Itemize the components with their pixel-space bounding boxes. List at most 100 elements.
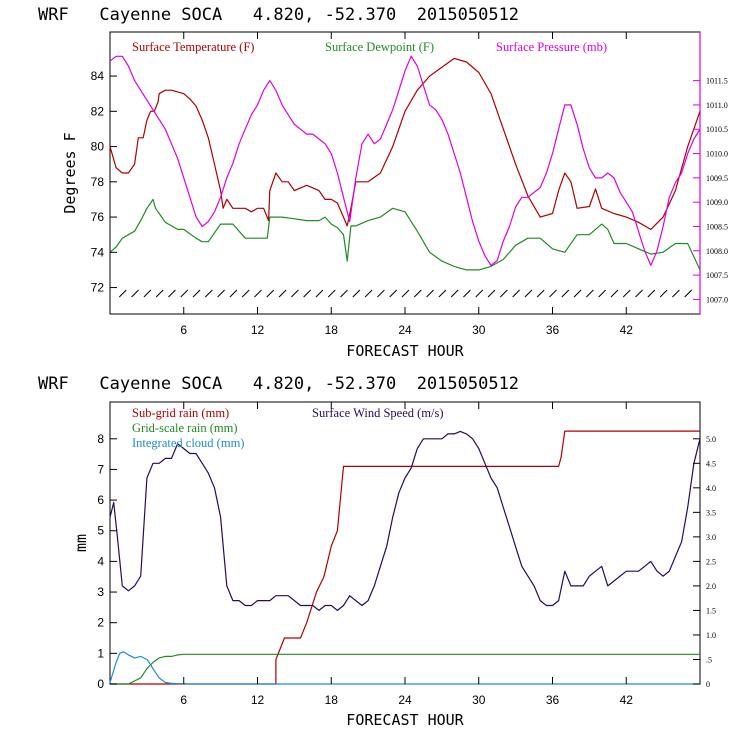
- wind-barb: [303, 289, 312, 298]
- top-y2-tick-label: 1007.0: [706, 295, 728, 304]
- wind-barb: [315, 289, 324, 298]
- top-y2-tick-label: 1010.0: [706, 150, 728, 159]
- wind-barb: [118, 289, 127, 298]
- surface-pressure-line: [109, 55, 701, 266]
- bottom-y2-tick-label: 2.5: [706, 557, 716, 566]
- bottom-y-tick-label: 1: [97, 646, 104, 660]
- wind-barb: [622, 289, 631, 298]
- wind-barb: [487, 289, 496, 298]
- wind-barb: [659, 289, 668, 298]
- wind-barb: [278, 289, 287, 298]
- wind-barb: [647, 289, 656, 298]
- wind-barb: [549, 289, 557, 298]
- top-chart-x-axis-label: FORECAST HOUR: [346, 342, 464, 360]
- surface-temperature-line: [109, 57, 701, 230]
- bottom-y2-tick-label: 4.5: [706, 459, 716, 468]
- wind-barb: [168, 289, 176, 298]
- bottom-y2-tick-label: 1.0: [706, 631, 716, 640]
- bottom-y2-tick-label: 3.0: [706, 533, 716, 542]
- top-x-tick-label: 24: [398, 323, 412, 337]
- bottom-y-tick-label: 2: [97, 616, 104, 630]
- wind-barb: [340, 289, 348, 298]
- bottom-chart-ticks-group: 6 12 18 24 30 36 420123456780.51.01.52.02.53.0…: [97, 402, 716, 707]
- top-y2-tick-label: 1008.0: [706, 247, 728, 256]
- surface-dewpoint-line: [109, 198, 701, 271]
- wind-barb: [155, 289, 164, 298]
- legend-gridscale-rain: Grid-scale rain (mm): [132, 421, 238, 435]
- bottom-y-tick-label: 8: [97, 432, 104, 446]
- wind-barb: [266, 289, 275, 298]
- wind-barb: [586, 289, 594, 298]
- wind-barb: [291, 289, 299, 298]
- bottom-x-tick-label: 6: [180, 693, 187, 707]
- bottom-y2-tick-label: 2.0: [706, 582, 716, 591]
- wind-barb: [327, 289, 336, 298]
- wind-barb: [217, 289, 225, 298]
- bottom-y-tick-label: 5: [97, 524, 104, 538]
- bottom-y-tick-label: 3: [97, 585, 104, 599]
- wind-barb: [524, 289, 533, 298]
- bottom-x-tick-label: 30: [472, 693, 486, 707]
- wind-barb: [389, 289, 398, 298]
- top-y-tick-label: 84: [91, 69, 105, 83]
- wind-barb: [438, 289, 447, 298]
- wind-barb: [204, 289, 213, 298]
- top-x-tick-label: 42: [620, 323, 634, 337]
- top-y2-tick-label: 1008.5: [706, 222, 728, 231]
- top-y-tick-label: 80: [91, 140, 105, 154]
- wind-barbs-group: [118, 289, 693, 298]
- top-y-tick-label: 78: [91, 175, 105, 189]
- top-y-tick-label: 82: [91, 104, 105, 118]
- bottom-y-tick-label: 6: [97, 493, 104, 507]
- sub-grid-rain-line: [110, 430, 700, 685]
- bottom-y2-tick-label: 4.0: [706, 484, 716, 493]
- bottom-y2-tick-label: 5.0: [706, 435, 716, 444]
- wind-barb: [143, 289, 152, 298]
- legend-surface-wind-speed: Surface Wind Speed (m/s): [312, 406, 444, 420]
- bottom-y-tick-label: 7: [97, 462, 104, 476]
- wind-barb: [401, 289, 410, 298]
- top-y-tick-label: 72: [91, 281, 105, 295]
- wind-barb: [426, 289, 434, 298]
- bottom-chart-x-axis-label: FORECAST HOUR: [346, 711, 464, 729]
- wind-barb: [413, 289, 422, 298]
- grid-scale-rain-line: [110, 653, 700, 685]
- surface-wind-speed-line: [109, 430, 701, 611]
- wind-barb: [229, 289, 238, 298]
- bottom-chart-series-group: [109, 430, 701, 685]
- bottom-y2-tick-label: 1.5: [706, 606, 716, 615]
- top-x-tick-label: 12: [251, 323, 265, 337]
- top-y-tick-label: 76: [91, 210, 105, 224]
- wind-barb: [192, 289, 201, 298]
- bottom-x-tick-label: 12: [251, 693, 265, 707]
- top-y2-tick-label: 1007.5: [706, 271, 728, 280]
- top-x-tick-label: 18: [325, 323, 339, 337]
- bottom-chart-title: WRF Cayenne SOCA 4.820, -52.370 20150505…: [38, 374, 519, 394]
- bottom-y2-tick-label: .5: [706, 655, 712, 664]
- bottom-x-tick-label: 24: [398, 693, 412, 707]
- legend-surface-dewpoint: Surface Dewpoint (F): [325, 40, 434, 54]
- top-x-tick-label: 6: [180, 323, 187, 337]
- wind-barb: [561, 289, 570, 298]
- wind-barb: [364, 289, 373, 298]
- top-chart-series-group: [109, 55, 701, 271]
- legend-integrated-cloud: Integrated cloud (mm): [132, 436, 244, 450]
- wind-barb: [499, 289, 508, 298]
- top-x-tick-label: 36: [546, 323, 560, 337]
- wind-barb: [475, 289, 484, 298]
- bottom-y2-tick-label: 3.5: [706, 508, 716, 517]
- top-x-tick-label: 30: [472, 323, 486, 337]
- wind-barb: [536, 289, 545, 298]
- bottom-x-tick-label: 42: [620, 693, 634, 707]
- wind-barb: [450, 289, 459, 298]
- wind-barb: [512, 289, 520, 298]
- legend-subgrid-rain: Sub-grid rain (mm): [132, 406, 229, 420]
- wind-barb: [573, 289, 582, 298]
- top-chart-ticks-group: 6 12 18 24 30 36 42 72 74 76 78 80 82 84 1007.0 1007.5 1…: [91, 32, 728, 337]
- top-chart-frame: [109, 31, 701, 315]
- wind-barb: [598, 289, 607, 298]
- wind-barb: [254, 289, 262, 298]
- wind-barb: [241, 289, 250, 298]
- bottom-y-tick-label: 0: [97, 677, 104, 691]
